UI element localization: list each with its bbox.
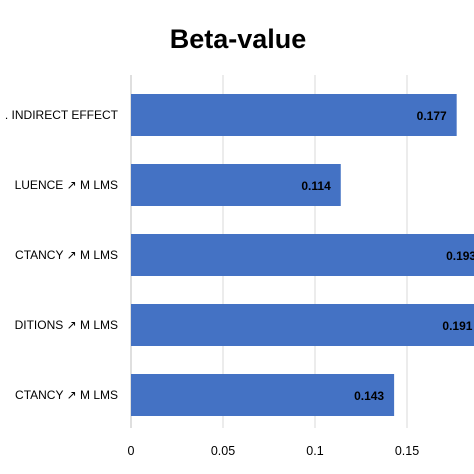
- category-label: CTANCY ↗ M LMS: [15, 388, 118, 402]
- data-label: 0.177: [417, 109, 447, 123]
- bar: [131, 234, 474, 276]
- x-tick-label: 0.1: [306, 444, 323, 458]
- x-tick-labels: 0 0.05 0.1 0.15: [128, 444, 420, 458]
- data-label: 0.193: [446, 249, 474, 263]
- bar: [131, 94, 457, 136]
- bars-group: 0.177 0.114 0.193 0.191 0.143: [131, 94, 474, 416]
- bar: [131, 164, 341, 206]
- category-label: LUENCE ↗ M LMS: [15, 178, 118, 192]
- category-label: CTANCY ↗ M LMS: [15, 248, 118, 262]
- data-label: 0.191: [442, 319, 472, 333]
- category-labels: . INDIRECT EFFECT LUENCE ↗ M LMS CTANCY ↗ …: [5, 108, 119, 402]
- category-label: DITIONS ↗ M LMS: [15, 318, 118, 332]
- bar: [131, 304, 474, 346]
- x-tick-label: 0.15: [395, 444, 419, 458]
- x-tick-label: 0: [128, 444, 135, 458]
- category-label: . INDIRECT EFFECT: [5, 108, 119, 122]
- data-label: 0.143: [354, 389, 384, 403]
- x-tick-label: 0.05: [211, 444, 235, 458]
- data-label: 0.114: [301, 179, 331, 193]
- chart-title: Beta-value: [170, 24, 307, 54]
- bar: [131, 374, 395, 416]
